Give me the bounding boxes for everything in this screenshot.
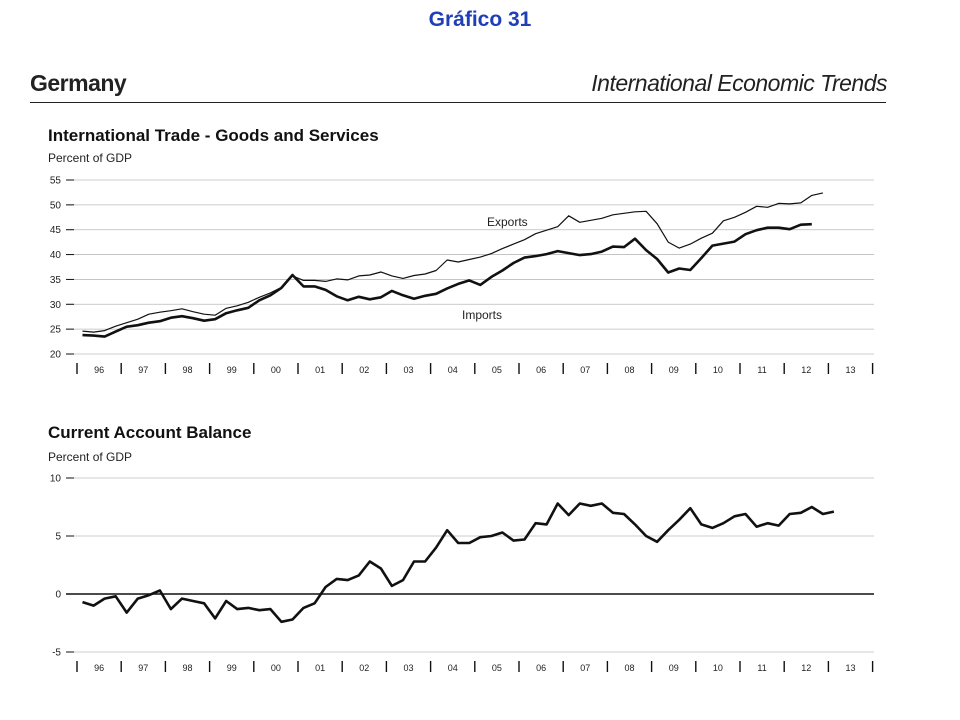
x-tick-label: 96 — [94, 365, 104, 375]
x-tick-label: 06 — [536, 663, 546, 673]
x-tick-label: 07 — [580, 365, 590, 375]
x-tick-label: 08 — [624, 663, 634, 673]
x-tick-label: 05 — [492, 365, 502, 375]
country-heading: Germany — [30, 70, 127, 96]
x-tick-label: 96 — [94, 663, 104, 673]
y-tick-label: 55 — [50, 176, 62, 187]
page-title: Gráfico 31 — [428, 8, 532, 31]
y-tick-label: 40 — [50, 250, 62, 261]
x-tick-label: 01 — [315, 663, 325, 673]
series-line — [82, 502, 835, 624]
y-tick-label: 45 — [50, 225, 62, 236]
x-tick-label: 04 — [448, 663, 458, 673]
x-tick-label: 99 — [227, 663, 237, 673]
x-tick-label: 09 — [669, 663, 679, 673]
x-tick-label: 00 — [271, 365, 281, 375]
x-tick-label: 03 — [403, 365, 413, 375]
trade-chart-title: International Trade - Goods and Services — [48, 126, 379, 145]
x-tick-label: 05 — [492, 663, 502, 673]
x-tick-label: 07 — [580, 663, 590, 673]
y-tick-label: 5 — [55, 532, 61, 543]
imports-line — [82, 222, 812, 338]
x-tick-label: 04 — [448, 365, 458, 375]
y-tick-label: -5 — [52, 648, 61, 659]
x-tick-label: 12 — [801, 663, 811, 673]
x-tick-label: 00 — [271, 663, 281, 673]
current-account-chart-title: Current Account Balance — [48, 423, 251, 442]
x-tick-label: 98 — [182, 663, 192, 673]
x-tick-label: 10 — [713, 663, 723, 673]
x-tick-label: 99 — [227, 365, 237, 375]
y-tick-label: 0 — [55, 590, 61, 601]
y-tick-label: 50 — [50, 200, 62, 211]
x-tick-label: 02 — [359, 663, 369, 673]
y-tick-label: 20 — [50, 350, 62, 361]
y-tick-label: 10 — [50, 474, 62, 485]
x-tick-label: 97 — [138, 365, 148, 375]
imports-annotation: Imports — [462, 308, 502, 322]
x-tick-label: 11 — [757, 663, 766, 673]
publication-heading: International Economic Trends — [591, 70, 887, 96]
header-rule — [30, 102, 886, 103]
x-tick-label: 09 — [669, 365, 679, 375]
x-tick-label: 13 — [845, 663, 855, 673]
x-tick-label: 06 — [536, 365, 546, 375]
y-tick-label: 30 — [50, 300, 62, 311]
x-tick-label: 10 — [713, 365, 723, 375]
current-account-chart-ylabel: Percent of GDP — [48, 450, 132, 464]
x-tick-label: 02 — [359, 365, 369, 375]
x-tick-label: 97 — [138, 663, 148, 673]
y-tick-label: 25 — [50, 325, 62, 336]
x-tick-label: 03 — [403, 663, 413, 673]
exports-line — [82, 192, 824, 333]
x-tick-label: 12 — [801, 365, 811, 375]
x-tick-label: 13 — [845, 365, 855, 375]
trade-chart: International Trade - Goods and Services… — [48, 126, 874, 375]
exports-annotation: Exports — [487, 215, 528, 229]
y-tick-label: 35 — [50, 275, 62, 286]
x-tick-label: 01 — [315, 365, 325, 375]
x-tick-label: 98 — [182, 365, 192, 375]
x-tick-label: 11 — [757, 365, 766, 375]
trade-chart-ylabel: Percent of GDP — [48, 151, 132, 165]
x-tick-label: 08 — [624, 365, 634, 375]
